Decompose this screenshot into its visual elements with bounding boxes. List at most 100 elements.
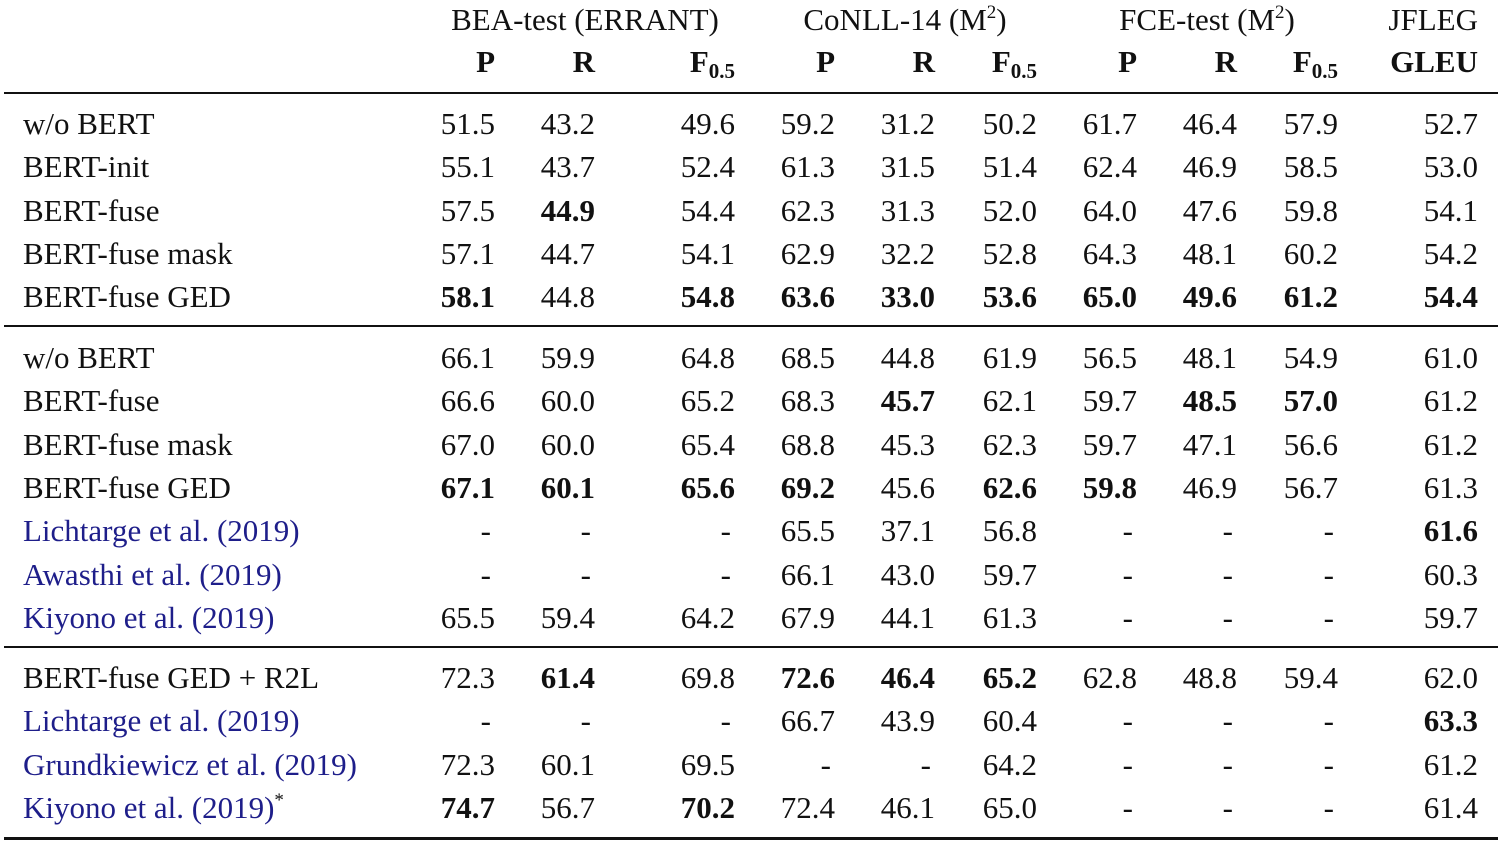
table-cell: 62.1 <box>982 383 1037 419</box>
metric-label: GLEU <box>1390 44 1478 79</box>
table-cell: - <box>1122 746 1133 782</box>
table-cell: 46.1 <box>880 789 935 825</box>
table-cell: 47.1 <box>1182 426 1237 462</box>
table-cell: 51.4 <box>982 149 1037 185</box>
table-cell: 54.9 <box>1283 340 1338 375</box>
citation-link[interactable]: Kiyono et al. (2019) <box>23 602 274 633</box>
table-cell: - <box>480 513 491 549</box>
table-cell: 61.2 <box>1423 426 1478 462</box>
metric-header: P <box>1118 46 1137 77</box>
table-cell: 45.3 <box>880 426 935 462</box>
table-cell: 64.0 <box>1082 192 1137 228</box>
table-cell: 56.5 <box>1082 340 1137 375</box>
citation-link[interactable]: Lichtarge et al. (2019) <box>23 705 300 736</box>
table-cell: 67.1 <box>440 469 495 505</box>
table-cell: 64.2 <box>982 746 1037 782</box>
metric-label: P <box>816 44 835 79</box>
table-cell: 46.9 <box>1182 469 1237 505</box>
row-label-text: BERT-fuse <box>23 383 160 419</box>
table-cell: 56.7 <box>540 789 595 825</box>
table-cell: 57.0 <box>1283 383 1338 419</box>
citation-link[interactable]: Kiyono et al. (2019)* <box>23 789 284 825</box>
table-cell: 47.6 <box>1182 192 1237 228</box>
table-cell: 60.1 <box>540 746 595 782</box>
table-cell: 60.4 <box>982 703 1037 739</box>
row-label-text: w/o BERT <box>23 106 155 141</box>
table-cell: 52.8 <box>982 235 1037 271</box>
group-label-close: ) <box>1284 2 1295 37</box>
table-cell: - <box>1323 599 1334 635</box>
group-header: JFLEG <box>1388 4 1478 35</box>
table-cell: 69.2 <box>780 469 835 505</box>
table-cell: 60.0 <box>540 383 595 419</box>
table-cell: - <box>1222 556 1233 592</box>
table-cell: - <box>720 703 731 739</box>
table-cell: 56.8 <box>982 513 1037 549</box>
table-cell: 60.2 <box>1283 235 1338 271</box>
table-cell: - <box>1122 599 1133 635</box>
metric-label: R <box>572 44 595 79</box>
table-cell: - <box>1323 789 1334 825</box>
table-cell: - <box>580 703 591 739</box>
table-cell: 59.4 <box>540 599 595 635</box>
table-cell: 62.6 <box>982 469 1037 505</box>
table-cell: 61.0 <box>1423 340 1478 375</box>
table-cell: 59.8 <box>1283 192 1338 228</box>
row-label: BERT-fuse GED <box>23 472 231 503</box>
row-label-text: Lichtarge et al. (2019) <box>23 513 300 549</box>
table-cell: - <box>1122 556 1133 592</box>
table-cell: 72.4 <box>780 789 835 825</box>
table-cell: - <box>1222 789 1233 825</box>
table-cell: 58.5 <box>1283 149 1338 185</box>
citation-link[interactable]: Grundkiewicz et al. (2019) <box>23 749 357 780</box>
citation-link[interactable]: Awasthi et al. (2019) <box>23 559 282 590</box>
superscript: 2 <box>1275 2 1285 23</box>
table-cell: 65.5 <box>440 599 495 635</box>
table-cell: 67.0 <box>440 426 495 462</box>
table-cell: 57.1 <box>440 235 495 271</box>
table-cell: 48.1 <box>1182 235 1237 271</box>
table-cell: 65.5 <box>780 513 835 549</box>
row-label: BERT-fuse mask <box>23 429 233 460</box>
table-cell: 54.1 <box>680 235 735 271</box>
table-cell: - <box>1122 789 1133 825</box>
metric-header: F0.5 <box>991 44 1037 82</box>
table-cell: - <box>580 556 591 592</box>
superscript: 2 <box>986 2 997 23</box>
table-cell: 31.5 <box>880 149 935 185</box>
metric-header: R <box>1215 46 1237 77</box>
table-cell: 64.3 <box>1082 235 1137 271</box>
table-cell: - <box>1222 599 1233 635</box>
table-cell: 31.3 <box>880 192 935 228</box>
row-label-text: Lichtarge et al. (2019) <box>23 703 300 739</box>
row-label: BERT-init <box>23 151 149 182</box>
section-rule <box>4 646 1498 648</box>
row-label-text: BERT-init <box>23 149 150 185</box>
row-label-text: Kiyono et al. (2019) <box>23 789 275 825</box>
footnote-mark: * <box>274 789 284 811</box>
table-cell: 65.0 <box>982 789 1037 825</box>
table-cell: - <box>1122 703 1133 739</box>
metric-label: R <box>1214 44 1237 79</box>
table-cell: 68.3 <box>780 383 835 419</box>
table-cell: 74.7 <box>440 789 495 825</box>
table-cell: 59.9 <box>540 340 595 375</box>
metric-label: F <box>991 44 1011 79</box>
table-cell: 54.8 <box>680 279 735 315</box>
metric-subscript: 0.5 <box>708 59 735 83</box>
metric-header: F0.5 <box>1293 46 1338 82</box>
table-cell: 59.4 <box>1283 660 1338 695</box>
table-cell: 52.7 <box>1423 106 1478 141</box>
table-cell: 44.8 <box>880 340 935 375</box>
table-cell: 66.7 <box>780 703 835 739</box>
table-cell: 52.0 <box>982 192 1037 228</box>
citation-link[interactable]: Lichtarge et al. (2019) <box>23 515 300 546</box>
table-cell: 69.5 <box>680 746 735 782</box>
table-cell: 60.1 <box>540 469 595 505</box>
table-cell: 60.0 <box>540 426 595 462</box>
table-cell: 44.8 <box>540 279 595 315</box>
table-cell: 32.2 <box>880 235 935 271</box>
row-label-text: BERT-fuse <box>23 192 160 228</box>
table-cell: 61.2 <box>1423 383 1478 419</box>
row-label-text: Kiyono et al. (2019) <box>23 599 275 635</box>
